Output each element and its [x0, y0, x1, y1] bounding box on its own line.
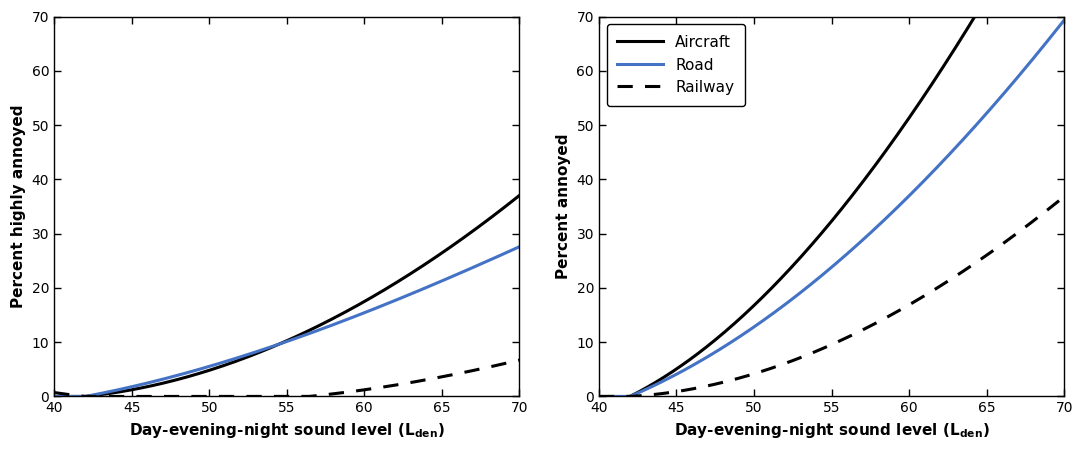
X-axis label: Day-evening-night sound level ($\mathbf{L_{den}}$): Day-evening-night sound level ($\mathbf{…	[673, 421, 990, 440]
X-axis label: Day-evening-night sound level ($\mathbf{L_{den}}$): Day-evening-night sound level ($\mathbf{…	[129, 421, 444, 440]
Railway	[1046, 203, 1059, 208]
Road	[844, 248, 857, 253]
Aircraft	[973, 5, 986, 10]
Aircraft	[593, 394, 606, 399]
Railway	[813, 347, 826, 352]
Aircraft	[816, 229, 829, 235]
Line: Aircraft: Aircraft	[599, 0, 1064, 396]
Y-axis label: Percent annoyed: Percent annoyed	[556, 134, 571, 279]
Aircraft	[844, 195, 857, 200]
Line: Road: Road	[599, 20, 1064, 396]
Road	[869, 225, 882, 230]
Aircraft	[869, 162, 882, 167]
Railway	[869, 320, 882, 326]
Road	[973, 118, 986, 123]
Railway	[1058, 194, 1071, 199]
Railway	[844, 333, 857, 338]
Aircraft	[813, 232, 826, 238]
Legend: Aircraft, Road, Railway: Aircraft, Road, Railway	[607, 24, 745, 106]
Road	[816, 272, 829, 277]
Road	[1058, 18, 1071, 23]
Road	[593, 394, 606, 399]
Road	[1046, 32, 1059, 37]
Railway	[973, 257, 986, 262]
Y-axis label: Percent highly annoyed: Percent highly annoyed	[11, 105, 26, 308]
Railway	[593, 394, 606, 399]
Railway	[816, 346, 829, 351]
Road	[813, 274, 826, 280]
Line: Railway: Railway	[599, 197, 1064, 396]
